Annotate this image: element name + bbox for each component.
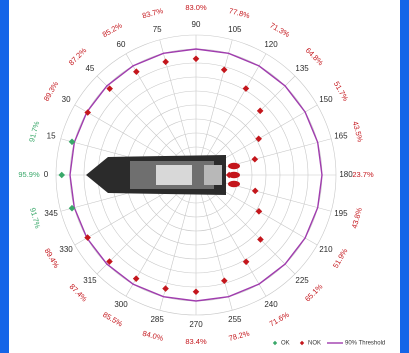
vessel-thruster <box>228 162 240 170</box>
angle-tick-label: 210 <box>319 245 333 254</box>
vessel-stern-deck <box>204 165 222 185</box>
legend-item-ok: OK <box>272 340 290 347</box>
data-point <box>220 66 228 74</box>
data-label: 77.8% <box>228 6 251 20</box>
data-label: 71.3% <box>268 21 291 40</box>
data-point <box>68 204 76 212</box>
data-points <box>58 55 264 296</box>
data-label: 23.7% <box>352 170 374 179</box>
data-label: 83.7% <box>141 6 164 20</box>
legend-item-threshold: 90% Threshold <box>327 341 385 347</box>
angle-tick-label: 180 <box>339 170 353 179</box>
legend: OK NOK 90% Threshold <box>272 340 385 347</box>
data-label: 91.7% <box>28 207 42 230</box>
data-point <box>68 138 76 146</box>
angle-tick-label: 60 <box>117 40 126 49</box>
legend-ok-label: OK <box>281 341 290 347</box>
polar-chart: 0 15 30 45 60 75 90 105 120 135 150 165 180 195 210 225… <box>18 3 385 347</box>
angle-labels: 0 15 30 45 60 75 90 105 120 135 150 165 180 195 210 225… <box>44 20 353 329</box>
grid-spoke <box>195 174 267 297</box>
data-point <box>255 135 262 143</box>
angle-tick-label: 165 <box>334 131 348 140</box>
data-label: 85.5% <box>101 310 124 329</box>
data-point <box>221 277 228 285</box>
legend-nok-label: NOK <box>308 341 321 347</box>
angle-tick-label: 30 <box>62 95 71 104</box>
grid-spoke <box>195 53 267 176</box>
angle-tick-label: 75 <box>153 25 162 34</box>
data-label: 71.6% <box>268 310 291 329</box>
data-point <box>133 68 140 76</box>
angle-tick-label: 300 <box>114 300 128 309</box>
angle-tick-label: 270 <box>189 320 203 329</box>
legend-nok-marker <box>299 340 305 346</box>
angle-tick-label: 240 <box>264 300 278 309</box>
data-label: 89.3% <box>42 80 61 103</box>
data-point <box>84 234 91 241</box>
grid-spoke <box>125 53 197 176</box>
threshold-line <box>69 48 323 302</box>
data-point <box>162 58 169 66</box>
angle-tick-label: 105 <box>228 25 242 34</box>
data-point <box>242 258 250 266</box>
angle-tick-label: 255 <box>228 315 242 324</box>
angle-tick-label: 90 <box>192 20 201 29</box>
angle-tick-label: 135 <box>295 64 309 73</box>
data-label: 43.5% <box>351 120 365 143</box>
data-point <box>106 85 113 92</box>
legend-threshold-label: 90% Threshold <box>345 341 385 347</box>
grid-spoke <box>195 39 233 176</box>
data-point <box>256 107 264 115</box>
data-point <box>106 258 113 265</box>
angle-tick-label: 195 <box>334 209 348 218</box>
data-point <box>225 171 233 179</box>
grid-spoke <box>125 174 197 297</box>
grid-spoke <box>195 174 233 311</box>
data-label: 91.7% <box>27 120 41 143</box>
data-point <box>58 171 66 179</box>
chart-panel: 0 15 30 45 60 75 90 105 120 135 150 165 180 195 210 225… <box>9 0 400 353</box>
angle-tick-label: 150 <box>319 95 333 104</box>
angle-tick-label: 15 <box>47 131 56 140</box>
angle-tick-label: 120 <box>264 40 278 49</box>
data-point <box>251 187 259 195</box>
data-label: 51.7% <box>332 80 351 103</box>
data-label: 51.9% <box>331 247 350 270</box>
angle-tick-label: 345 <box>44 209 58 218</box>
data-point <box>84 109 92 116</box>
data-point <box>251 155 259 163</box>
data-point <box>242 85 250 92</box>
data-label: 85.2% <box>101 21 124 40</box>
data-point <box>257 236 264 243</box>
data-label: 95.9% <box>18 170 40 179</box>
legend-item-nok: NOK <box>299 340 321 347</box>
data-point <box>132 275 140 282</box>
vessel-thruster <box>228 171 240 179</box>
data-label: 83.4% <box>185 337 207 346</box>
data-label: 83.0% <box>185 3 207 12</box>
vessel-illustration <box>86 155 240 195</box>
threshold-ring <box>69 48 323 302</box>
data-point <box>162 285 169 292</box>
legend-ok-marker <box>272 340 278 346</box>
data-label: 43.8% <box>350 206 364 229</box>
data-point <box>255 208 263 215</box>
data-point <box>192 288 200 296</box>
data-label: 87.4% <box>68 282 90 304</box>
data-label: 78.2% <box>228 329 251 343</box>
angle-tick-label: 285 <box>150 315 164 324</box>
angle-tick-label: 315 <box>83 276 97 285</box>
vessel-cabin <box>156 165 192 185</box>
data-label: 84.0% <box>141 329 164 343</box>
angle-tick-label: 330 <box>59 245 73 254</box>
vessel-thruster <box>228 180 240 188</box>
angle-tick-label: 0 <box>44 170 49 179</box>
data-point <box>192 55 200 63</box>
angle-tick-label: 45 <box>85 64 94 73</box>
data-label: 89.4% <box>43 247 62 270</box>
angle-tick-label: 225 <box>295 276 309 285</box>
